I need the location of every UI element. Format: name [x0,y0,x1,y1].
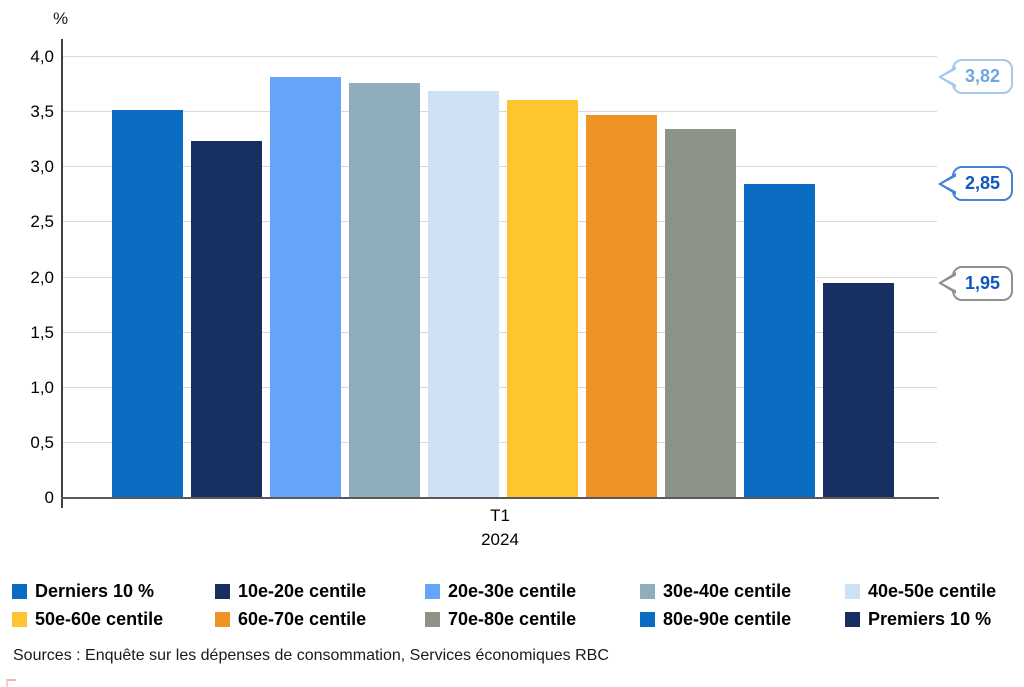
callout-tail-icon [938,65,957,88]
legend: Derniers 10 % 10e-20e centile 20e-30e cent… [12,581,1016,630]
bar-9 [744,183,815,498]
legend-label: Derniers 10 % [35,581,155,601]
y-tick-label: 1,0 [30,377,54,397]
legend-label: 50e-60e centile [35,609,164,629]
gridline [63,221,937,223]
source-note: Sources : Enquête sur les dépenses de co… [13,647,609,664]
bar-6 [507,100,578,498]
bar-2 [191,140,262,498]
bar-5 [428,91,499,498]
legend-swatch-icon [12,612,27,627]
legend-item-8: 70e-80e centile [425,609,640,630]
y-axis-line [61,39,63,508]
legend-item-6: 50e-60e centile [12,609,215,630]
legend-item-3: 20e-30e centile [425,581,640,602]
bar-10 [823,283,894,498]
gridline [63,331,937,333]
legend-label: 80e-90e centile [663,609,792,629]
legend-item-10: Premiers 10 % [845,609,1016,630]
callout-value: 3,82 [952,59,1014,95]
legend-swatch-icon [215,584,230,599]
legend-label: 40e-50e centile [868,581,997,601]
bar-1 [112,109,183,498]
gridline [63,166,937,168]
value-callout-3: 1,95 [938,263,1014,303]
callout-value: 2,85 [952,166,1014,202]
bar-4 [349,83,420,498]
callout-tail-icon [938,272,957,294]
value-callout-1: 3,82 [938,57,1014,97]
x-tick-year: 2024 [481,530,519,549]
y-axis-unit-label: % [53,9,69,28]
y-tick-label: 0,5 [30,432,54,452]
gridline [63,111,937,113]
y-tick-label: 3,0 [30,157,54,177]
legend-item-2: 10e-20e centile [215,581,425,602]
legend-swatch-icon [640,612,655,627]
gridline [63,386,937,388]
callout-tail-icon [938,172,957,195]
legend-swatch-icon [845,584,860,599]
y-tick-label: 2,0 [30,267,54,287]
legend-label: 20e-30e centile [448,581,577,601]
legend-swatch-icon [425,584,440,599]
legend-swatch-icon [425,612,440,627]
gridline [63,56,937,57]
legend-swatch-icon [215,612,230,627]
plot-area [63,56,937,498]
bar-7 [586,115,657,498]
legend-item-9: 80e-90e centile [640,609,845,630]
x-tick-quarter: T1 [490,506,510,525]
y-tick-label: 4,0 [30,47,54,66]
legend-label: 60e-70e centile [238,609,367,629]
y-axis-labels: 0 0,5 1,0 1,5 2,0 2,5 3,0 3,5 4,0 [0,47,54,507]
legend-item-4: 30e-40e centile [640,581,845,602]
x-tick-label: T1 2024 [63,504,937,552]
legend-swatch-icon [640,584,655,599]
legend-label: 10e-20e centile [238,581,367,601]
legend-label: Premiers 10 % [868,609,992,629]
y-tick-label: 3,5 [30,102,54,122]
callout-value: 1,95 [952,265,1014,301]
cropped-footnote-fragment [6,679,16,687]
y-tick-label: 1,5 [30,322,54,342]
value-callout-2: 2,85 [938,164,1014,204]
y-tick-label: 2,5 [30,212,54,232]
legend-item-5: 40e-50e centile [845,581,1016,602]
x-axis-line [61,497,939,499]
legend-item-1: Derniers 10 % [12,581,215,602]
legend-item-7: 60e-70e centile [215,609,425,630]
legend-swatch-icon [12,584,27,599]
legend-label: 70e-80e centile [448,609,577,629]
bar-3 [270,76,341,498]
gridline [63,441,937,443]
y-tick-label: 0 [44,488,54,507]
bars [63,57,937,498]
bar-8 [665,128,736,498]
legend-swatch-icon [845,612,860,627]
gridline [63,276,937,278]
legend-label: 30e-40e centile [663,581,792,601]
